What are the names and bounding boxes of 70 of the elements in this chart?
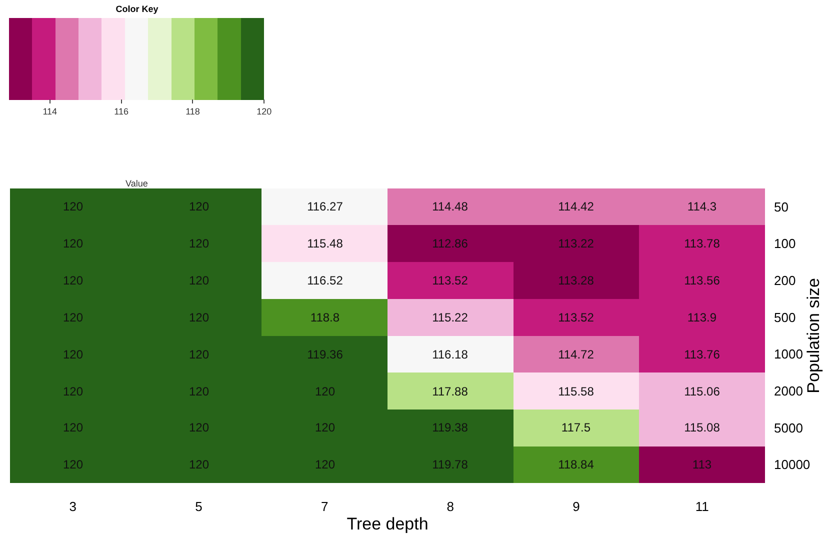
data-label: 120 [62,200,84,214]
data-label: 115.58 [558,384,594,399]
data-label: 120 [62,384,84,399]
data-label: 120 [188,236,210,251]
x-tick-label: 3 [69,499,77,514]
data-label: 113.56 [684,274,720,288]
data-label: 114.48 [432,200,468,214]
data-label: 113 [692,458,712,472]
data-label: 120 [188,384,210,399]
y-tick-label: 200 [774,272,796,288]
color-bar-label: 114 [42,106,58,116]
data-label: 118.8 [310,310,340,325]
data-label: 120 [188,458,210,472]
data-label: 118.84 [558,458,594,472]
data-label: 120 [188,274,210,288]
x-tick-label: 7 [320,499,328,514]
y-tick-label: 1000 [774,346,803,362]
x-tick-label: 5 [195,499,202,514]
data-label: 114.3 [687,200,717,214]
data-label: 120 [188,200,210,214]
data-label: 113.9 [687,310,717,325]
color-bar-title: Value [125,178,148,189]
data-label: 116.18 [432,348,468,362]
data-label: 115.48 [307,236,344,251]
data-label: 113.28 [558,274,594,288]
data-label: 113.52 [432,274,468,288]
data-label: 117.88 [432,384,468,399]
data-label: 114.42 [558,200,594,214]
data-label: 113.52 [558,310,594,325]
data-label: 116.27 [307,200,344,214]
data-label: 112.86 [432,236,468,251]
x-tick-label: 11 [695,499,709,514]
data-label: 119.78 [432,458,468,472]
color-bar-label: 116 [114,106,128,116]
data-label: 120 [62,274,84,288]
color-bar-label: 120 [256,106,272,116]
color-bar-label: 118 [186,106,200,116]
data-label: 115.06 [684,384,720,399]
y-tick-label: 2000 [774,383,803,398]
data-label: 120 [188,420,210,435]
data-label: 120 [188,348,210,362]
y-tick-label: 50 [774,199,788,214]
x-axis-title: Tree depth [346,514,428,534]
y-axis-title: Population size [804,278,823,394]
data-label: 120 [314,458,336,472]
data-label: 120 [314,384,336,399]
data-label: 119.38 [432,420,468,435]
data-label: 120 [62,458,84,472]
data-label: 117.5 [561,420,591,435]
y-tick-label: 10000 [774,457,810,472]
data-label: 115.22 [432,310,468,325]
x-tick-label: 9 [572,499,580,514]
data-label: 120 [62,310,84,325]
data-label: 119.36 [307,348,344,362]
data-label: 120 [62,420,84,435]
data-label: 113.22 [558,236,594,251]
data-label: 113.76 [684,348,720,362]
data-label: 120 [188,310,210,325]
y-tick-label: 500 [774,310,796,325]
x-tick-label: 8 [446,499,454,514]
data-label: 113.78 [684,236,720,251]
data-label: 114.72 [558,348,594,362]
data-label: 120 [62,236,84,251]
data-label: 116.52 [307,274,344,288]
y-tick-label: 100 [774,236,796,252]
data-label: 120 [62,348,84,362]
y-tick-label: 5000 [774,420,803,436]
chart-title: Color Key [116,4,158,14]
data-label: 115.08 [684,420,720,435]
data-label: 120 [314,420,336,435]
